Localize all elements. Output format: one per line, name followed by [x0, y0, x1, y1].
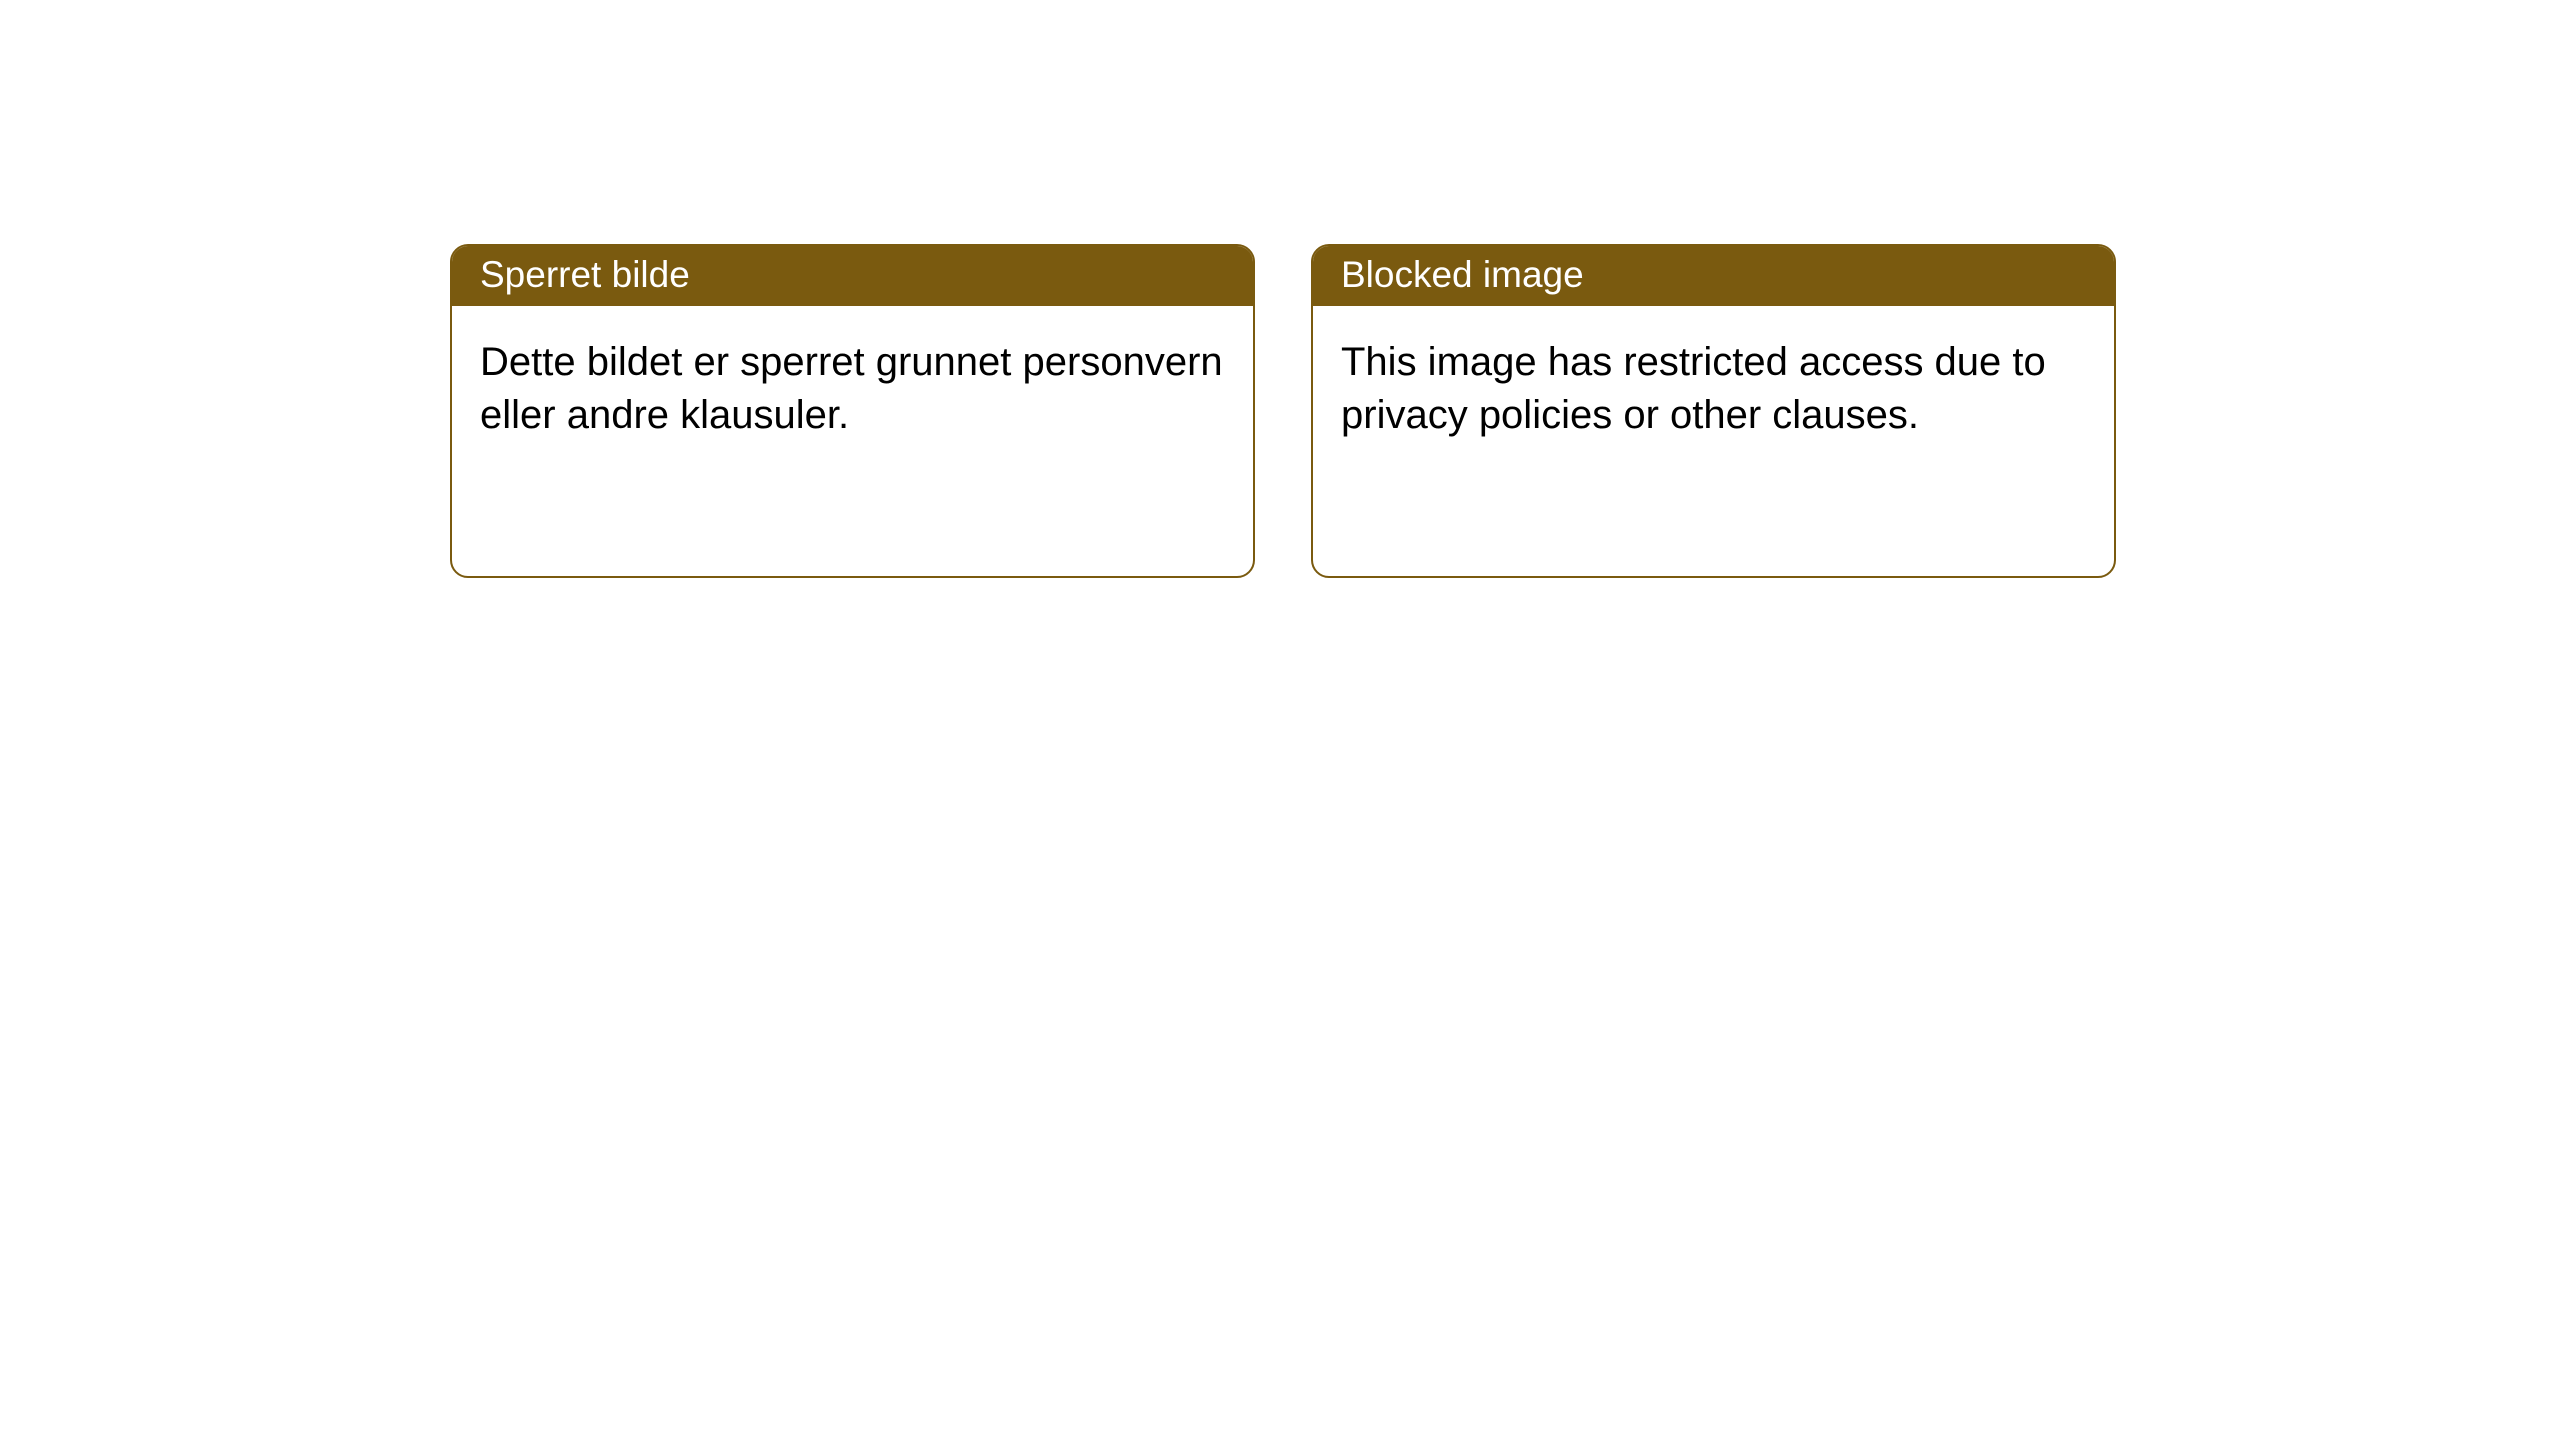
- notice-header: Sperret bilde: [452, 246, 1253, 306]
- notice-box-norwegian: Sperret bilde Dette bildet er sperret gr…: [450, 244, 1255, 578]
- notice-body: Dette bildet er sperret grunnet personve…: [452, 306, 1253, 472]
- notice-box-english: Blocked image This image has restricted …: [1311, 244, 2116, 578]
- notice-body: This image has restricted access due to …: [1313, 306, 2114, 472]
- notice-title: Sperret bilde: [480, 254, 690, 295]
- notice-text: This image has restricted access due to …: [1341, 340, 2046, 437]
- notice-text: Dette bildet er sperret grunnet personve…: [480, 340, 1223, 437]
- notice-container: Sperret bilde Dette bildet er sperret gr…: [0, 0, 2560, 578]
- notice-title: Blocked image: [1341, 254, 1584, 295]
- notice-header: Blocked image: [1313, 246, 2114, 306]
